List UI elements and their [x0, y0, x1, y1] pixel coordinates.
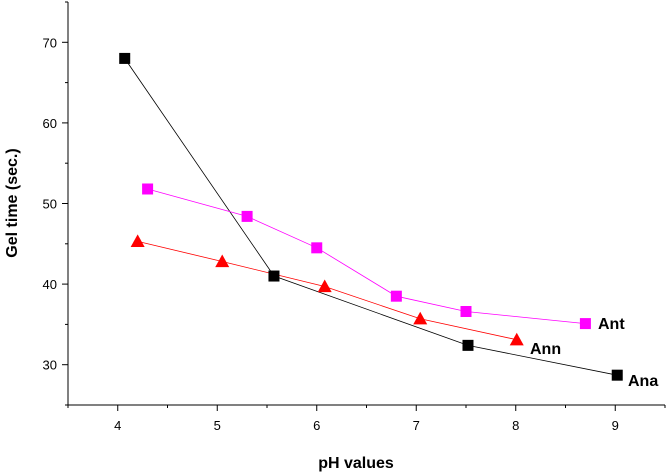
data-point-ann: [215, 254, 230, 268]
tick-labels: 4 5 6 7 8 9 30 40 50 60 70: [43, 35, 619, 433]
y-tick-label: 60: [43, 116, 57, 131]
x-tick-label: 4: [114, 418, 121, 433]
data-point-ana: [462, 339, 474, 351]
data-point-ant: [142, 183, 154, 195]
y-tick-label: 70: [43, 35, 57, 50]
x-tick-label: 7: [413, 418, 420, 433]
y-tick-label: 50: [43, 197, 57, 212]
series-label-ant: Ant: [598, 316, 625, 333]
y-tick-label: 30: [43, 358, 57, 373]
data-point-ant: [390, 290, 402, 302]
data-point-ana: [611, 369, 623, 381]
x-tick-label: 8: [512, 418, 519, 433]
data-point-ant: [311, 242, 323, 254]
data-point-ann: [509, 332, 524, 346]
y-axis-title: Gel time (sec.): [4, 148, 21, 257]
data-point-ann: [130, 234, 145, 247]
ticks: [62, 1, 666, 411]
x-axis-title: pH values: [318, 455, 394, 472]
x-tick-label: 9: [612, 418, 619, 433]
x-tick-label: 6: [313, 418, 320, 433]
data-point-ant: [241, 210, 253, 222]
data-point-ant: [579, 318, 591, 330]
y-tick-label: 40: [43, 277, 57, 292]
series-label-ann: Ann: [530, 341, 561, 358]
data-point-ann: [413, 311, 428, 325]
data-point-ann: [317, 279, 332, 293]
data-point-ana: [119, 52, 131, 64]
series-line-ant: [147, 188, 586, 324]
data-point-ana: [268, 270, 280, 282]
series-labels: Ant Ann Ana: [530, 316, 658, 390]
data-point-ant: [460, 306, 472, 318]
series-label-ana: Ana: [628, 373, 658, 390]
series-line-ana: [124, 58, 618, 376]
axes: [67, 2, 665, 406]
series-lines: [124, 58, 618, 376]
series-markers: [119, 52, 623, 381]
x-tick-label: 5: [214, 418, 221, 433]
